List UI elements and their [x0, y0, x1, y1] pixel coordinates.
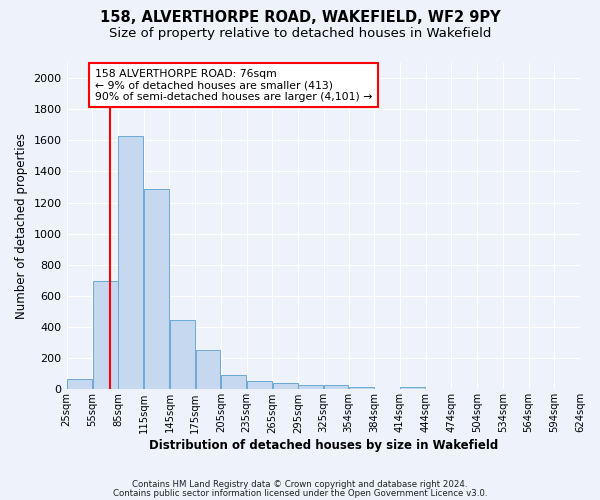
Bar — [247, 381, 272, 390]
Text: Contains HM Land Registry data © Crown copyright and database right 2024.: Contains HM Land Registry data © Crown c… — [132, 480, 468, 489]
Text: Contains public sector information licensed under the Open Government Licence v3: Contains public sector information licen… — [113, 490, 487, 498]
Bar — [92, 281, 118, 390]
Text: Size of property relative to detached houses in Wakefield: Size of property relative to detached ho… — [109, 28, 491, 40]
Bar — [170, 320, 195, 390]
Bar — [196, 350, 220, 390]
Bar — [272, 384, 298, 390]
Text: 158, ALVERTHORPE ROAD, WAKEFIELD, WF2 9PY: 158, ALVERTHORPE ROAD, WAKEFIELD, WF2 9P… — [100, 10, 500, 25]
Bar — [324, 385, 348, 390]
Bar — [144, 190, 169, 390]
Bar — [298, 385, 323, 390]
Bar — [221, 376, 246, 390]
Bar — [349, 387, 374, 390]
X-axis label: Distribution of detached houses by size in Wakefield: Distribution of detached houses by size … — [149, 440, 498, 452]
Text: 158 ALVERTHORPE ROAD: 76sqm
← 9% of detached houses are smaller (413)
90% of sem: 158 ALVERTHORPE ROAD: 76sqm ← 9% of deta… — [95, 68, 372, 102]
Bar — [400, 386, 425, 390]
Y-axis label: Number of detached properties: Number of detached properties — [15, 133, 28, 319]
Bar — [118, 136, 143, 390]
Bar — [67, 380, 92, 390]
